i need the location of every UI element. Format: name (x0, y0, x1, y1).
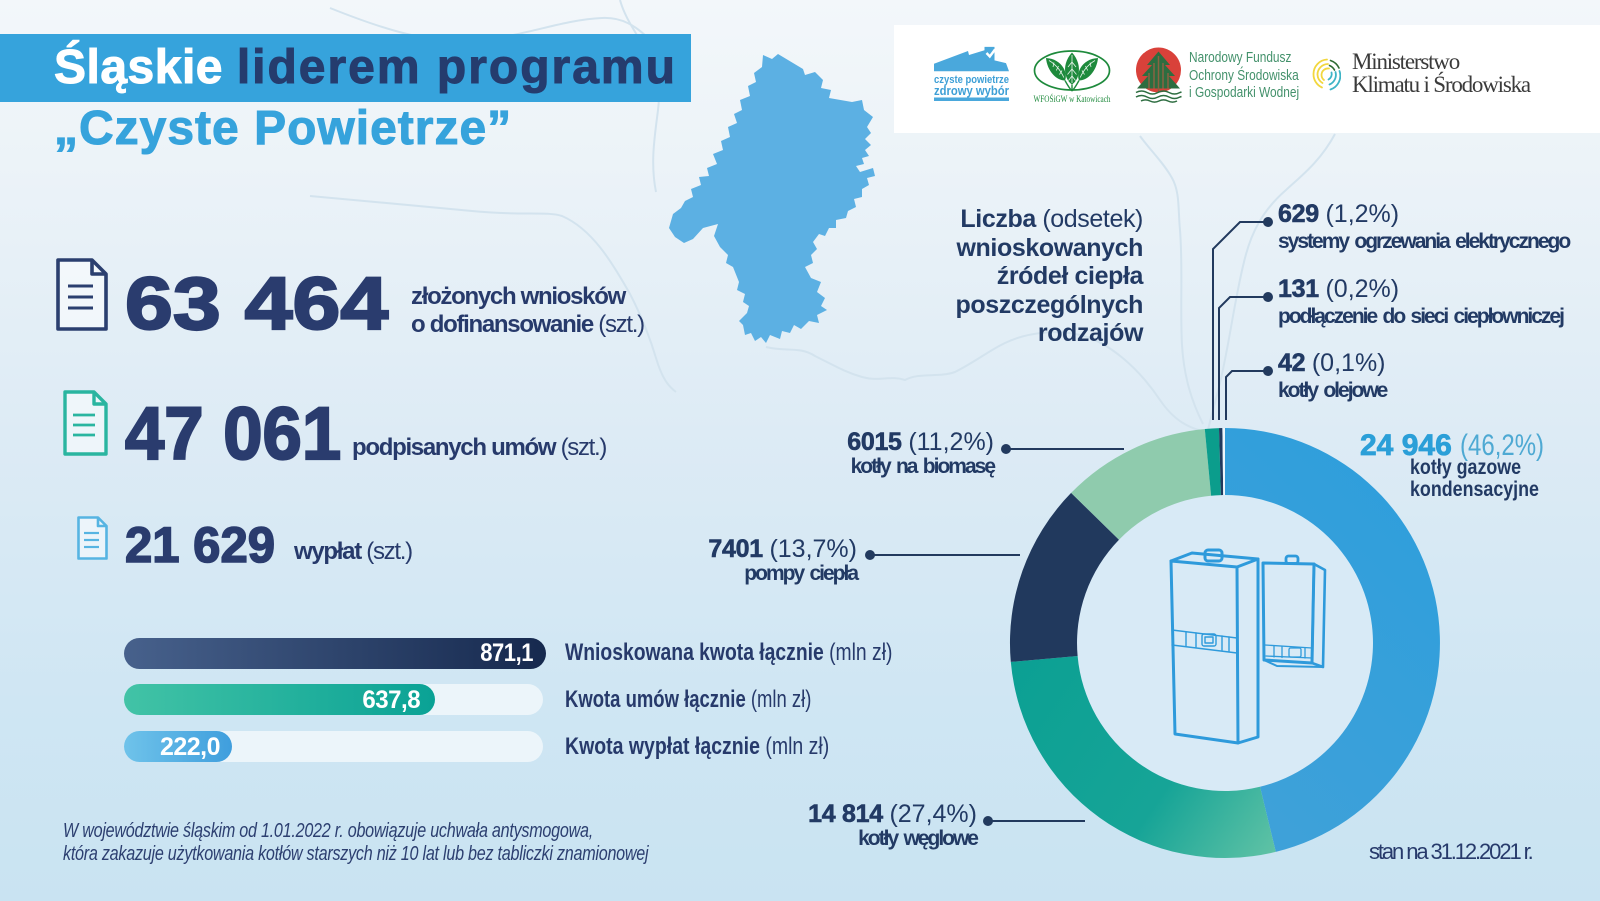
svg-text:czyste powietrze: czyste powietrze (934, 74, 1009, 86)
svg-text:zdrowy wybór: zdrowy wybór (934, 83, 1009, 98)
svg-text:WFOŚiGW w Katowicach: WFOŚiGW w Katowicach (1034, 94, 1111, 103)
